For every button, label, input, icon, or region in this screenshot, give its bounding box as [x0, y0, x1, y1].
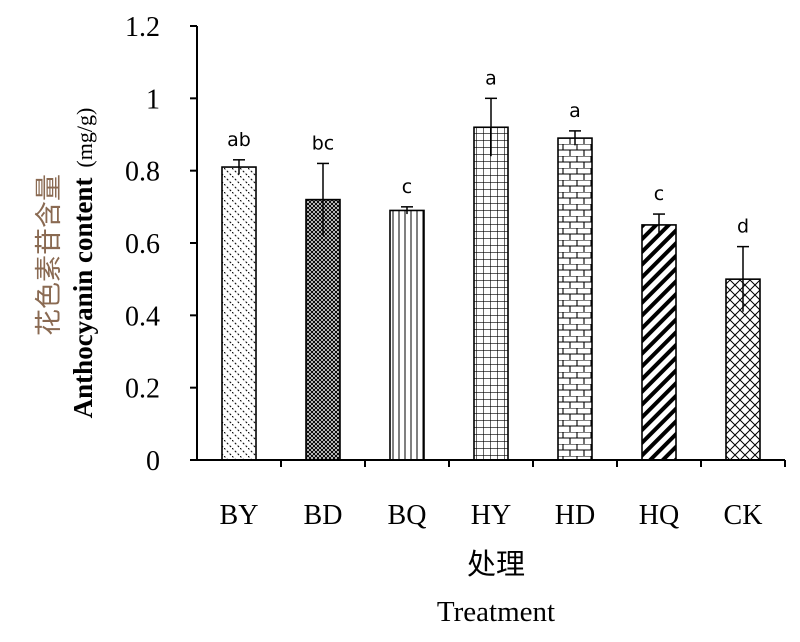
y-tick-label: 0.4	[125, 301, 160, 332]
y-tick-label: 0.6	[125, 229, 160, 260]
x-tick-label: HQ	[639, 500, 679, 531]
significance-letter: bc	[312, 132, 335, 154]
y-tick-label: 0	[146, 446, 160, 477]
bar-bd	[305, 198, 341, 461]
bar-hd	[557, 137, 593, 461]
bar-hq	[641, 224, 677, 461]
y-axis-title: 花色素苷含量 Anthocyanin content (mg/g)	[34, 108, 98, 419]
x-tick-label: HY	[471, 500, 511, 531]
x-axis-title-en: Treatment	[437, 596, 555, 628]
y-axis-ticks: 0 0.2 0.4 0.6 0.8 1 1.2	[125, 12, 197, 477]
y-tick-label: 1.2	[125, 12, 160, 43]
error-bars	[233, 97, 749, 312]
y-axis-title-en: Anthocyanin content	[68, 178, 98, 419]
x-tick-label: BQ	[388, 500, 427, 531]
bar-hy	[473, 126, 509, 461]
y-tick-label: 0.8	[125, 157, 160, 188]
significance-letter: a	[569, 100, 581, 122]
significance-letter: c	[402, 176, 412, 198]
significance-letter: d	[737, 216, 749, 238]
x-tick-label: BY	[220, 500, 259, 531]
x-tick-label: BD	[304, 500, 343, 531]
y-tick-label: 0.2	[125, 374, 160, 405]
bars	[221, 126, 761, 461]
x-axis-ticks: BY BD BQ HY HD HQ CK	[220, 460, 786, 531]
bar-by	[221, 166, 257, 461]
y-axis-title-cn: 花色素苷含量	[34, 174, 65, 336]
significance-labels: ab bc c a a c d	[227, 67, 749, 237]
significance-letter: ab	[227, 129, 251, 151]
x-tick-label: CK	[724, 500, 763, 531]
y-axis-unit: (mg/g)	[72, 108, 97, 168]
significance-letter: c	[654, 183, 664, 205]
x-tick-label: HD	[555, 500, 595, 531]
bar-bq	[389, 209, 425, 461]
significance-letter: a	[485, 67, 497, 89]
x-axis-title-cn: 处理	[467, 548, 525, 581]
y-tick-label: 1	[146, 84, 160, 115]
